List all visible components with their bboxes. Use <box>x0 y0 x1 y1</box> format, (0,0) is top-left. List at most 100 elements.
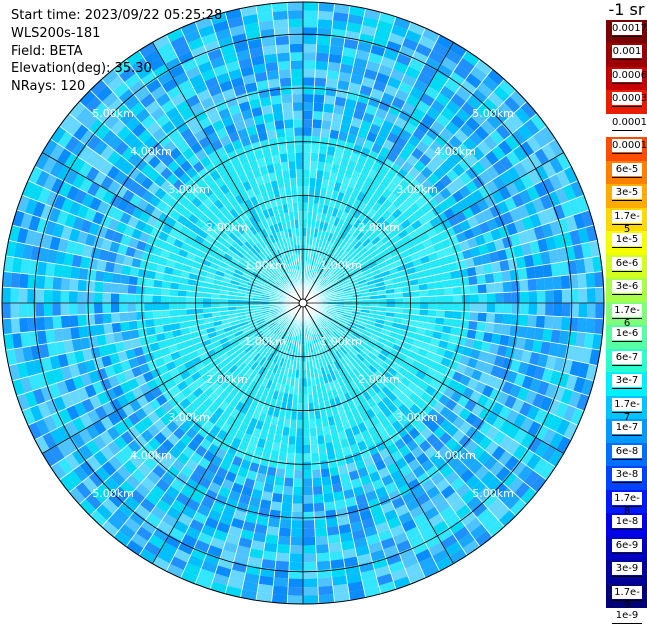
colorbar-tick-line <box>612 177 642 178</box>
radar-sector-cell <box>19 303 28 318</box>
radar-sector-cell <box>518 268 528 281</box>
radar-sector-cell <box>486 283 495 294</box>
radar-sector-cell <box>276 44 290 53</box>
radar-sector-cell <box>328 534 341 544</box>
radar-sector-cell <box>288 587 303 596</box>
radar-sector-cell <box>288 579 303 588</box>
radar-sector-cell <box>327 70 340 80</box>
radar-sector-cell <box>153 287 162 295</box>
colorbar-tick-label: 1e-8 <box>612 515 642 528</box>
radar-sector-cell <box>169 303 178 310</box>
radar-sector-cell <box>37 330 47 345</box>
colorbar-tick-line <box>612 36 642 37</box>
radar-sector-cell <box>268 518 281 528</box>
radar-sector-cell <box>272 493 283 503</box>
radar-sector-cell <box>486 313 495 324</box>
radar-sector-cell <box>144 303 153 311</box>
radar-sector-cell <box>284 478 294 487</box>
radar-sector-cell <box>330 559 345 569</box>
radar-sector-cell <box>94 303 103 314</box>
station-text: WLS200s-181 <box>11 26 100 41</box>
radar-sector-cell <box>103 272 113 283</box>
radar-sector-cell <box>19 288 28 303</box>
radar-sector-cell <box>52 290 61 303</box>
colorbar-tick-label: 1.7e-9 <box>612 586 642 599</box>
radar-sector-cell <box>61 303 70 316</box>
radar-sector-cell <box>286 136 295 145</box>
radar-sector-cell <box>112 322 122 333</box>
radar-sector-cell <box>303 119 313 128</box>
radar-sector-cell <box>290 61 303 70</box>
range-ring-label: 4.00km <box>434 145 476 158</box>
radar-sector-cell <box>303 512 314 521</box>
radar-sector-cell <box>412 297 421 303</box>
radar-sector-cell <box>503 292 512 303</box>
radar-sector-cell <box>296 437 303 446</box>
radar-sector-cell <box>86 292 95 303</box>
radar-sector-cell <box>278 61 291 70</box>
radar-sector-cell <box>453 295 462 303</box>
colorbar-tick-label: 0.001 <box>612 45 642 58</box>
radar-sector-cell <box>321 476 331 486</box>
radar-sector-cell <box>295 453 303 462</box>
radar-sector-cell <box>273 485 284 495</box>
radar-sector-cell <box>510 325 520 337</box>
radar-sector-cell <box>61 290 70 303</box>
radar-sector-cell <box>537 290 546 303</box>
radar-sector-cell <box>272 586 288 596</box>
radar-sector-cell <box>78 314 87 326</box>
radar-sector-cell <box>485 322 495 333</box>
radar-sector-cell <box>290 537 303 546</box>
radar-sector-cell <box>44 316 53 330</box>
radar-sector-cell <box>293 487 303 496</box>
radar-sector-cell <box>313 103 324 112</box>
radar-sector-cell <box>86 314 95 326</box>
radar-sector-cell <box>303 35 317 44</box>
radar-sector-cell <box>263 45 277 55</box>
radar-sector-cell <box>453 286 462 295</box>
radar-sector-cell <box>321 120 331 130</box>
radar-sector-cell <box>275 36 289 45</box>
radar-sector-cell <box>318 11 334 20</box>
radar-sector-cell <box>297 412 303 421</box>
radar-sector-cell <box>266 70 279 80</box>
ppi-scan-plot: 1.00km1.00km1.00km1.00km2.00km2.00km2.00… <box>0 0 606 607</box>
radar-sector-cell <box>303 528 315 537</box>
radar-sector-cell <box>511 280 520 292</box>
radar-sector-cell <box>161 303 170 310</box>
radar-sector-cell <box>303 478 313 487</box>
radar-sector-cell <box>314 511 326 520</box>
radar-sector-cell <box>303 579 318 588</box>
radar-sector-cell <box>273 577 288 587</box>
radar-sector-cell <box>293 495 304 504</box>
radar-sector-cell <box>94 281 103 292</box>
radar-sector-cell <box>326 518 339 528</box>
radar-sector-cell <box>310 153 318 162</box>
radar-sector-cell <box>136 303 145 312</box>
radar-sector-cell <box>317 561 331 570</box>
radar-sector-cell <box>36 275 45 289</box>
radar-sector-cell <box>303 186 309 195</box>
colorbar-tick-label: 0.0006 <box>612 69 642 82</box>
radar-sector-cell <box>291 520 303 529</box>
radar-sector-cell <box>103 282 112 293</box>
radar-sector-cell <box>312 478 322 487</box>
colorbar-tick-label: 0.0017 <box>612 22 642 35</box>
radar-sector-cell <box>310 436 318 445</box>
radar-sector-cell <box>461 311 470 320</box>
radar-sector-cell <box>303 445 311 454</box>
radar-sector-cell <box>595 303 604 319</box>
radar-sector-cell <box>428 296 437 303</box>
radar-sector-cell <box>286 453 295 462</box>
range-ring-label: 4.00km <box>130 145 172 158</box>
radar-sector-cell <box>261 37 276 47</box>
radar-sector-cell <box>444 310 453 318</box>
radar-sector-cell <box>161 288 170 296</box>
radar-sector-cell <box>277 544 291 553</box>
radar-sector-cell <box>294 136 303 145</box>
colorbar-tick-label: 3e-9 <box>612 562 642 575</box>
radar-sector-cell <box>303 453 311 462</box>
radar-sector-cell <box>94 292 103 303</box>
radar-sector-cell <box>10 288 19 303</box>
radar-sector-cell <box>512 303 521 314</box>
